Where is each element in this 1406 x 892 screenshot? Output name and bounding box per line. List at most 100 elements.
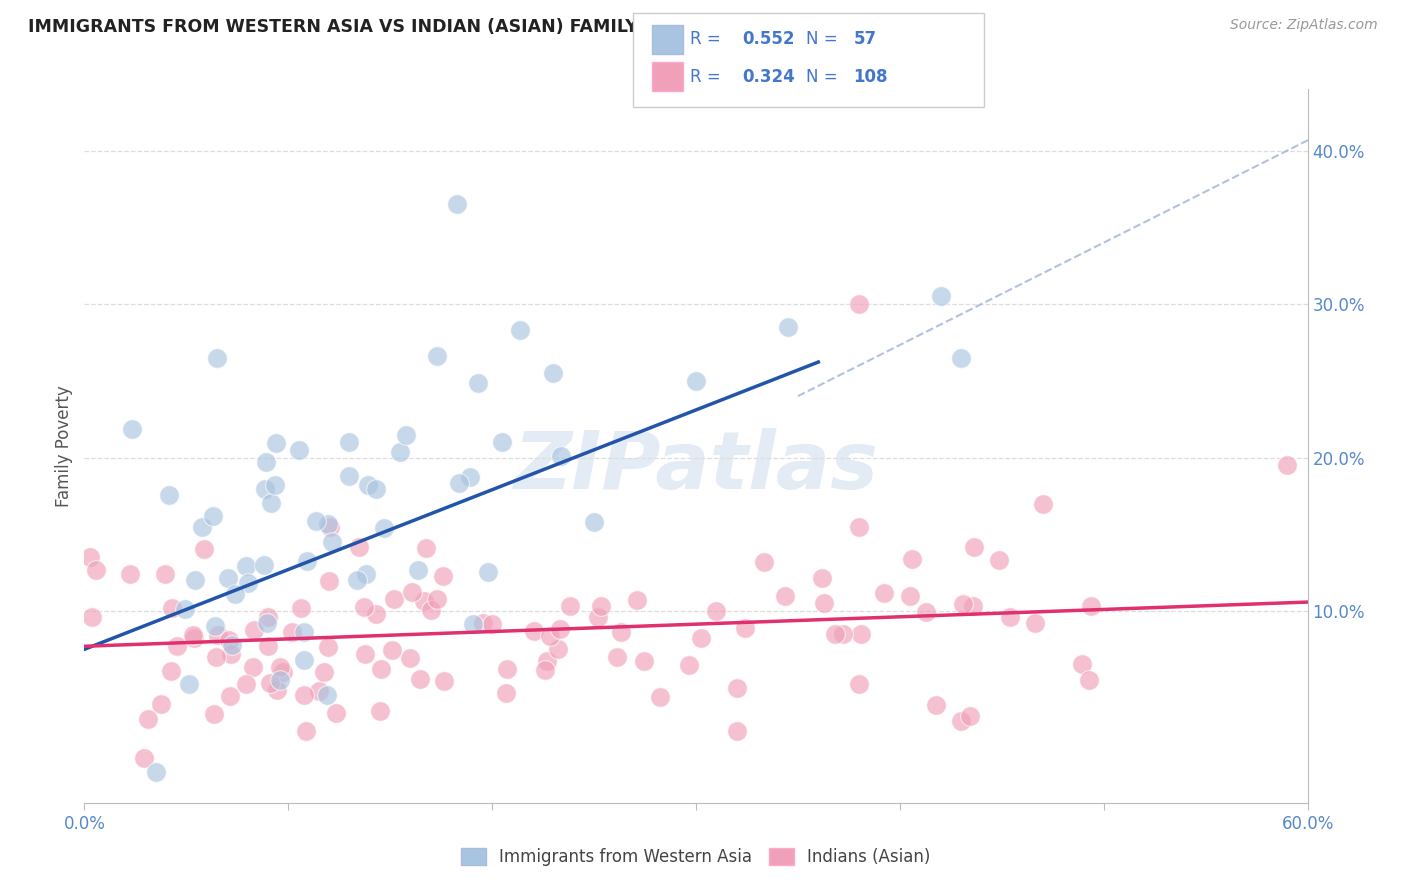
Text: ZIPatlas: ZIPatlas: [513, 428, 879, 507]
Point: [271, 665, 294, 680]
Point: [159, 665, 181, 679]
Point: [901, 551, 924, 566]
Point: [678, 657, 700, 672]
Point: [426, 349, 449, 363]
Point: [316, 516, 339, 531]
Point: [370, 662, 392, 676]
Point: [472, 616, 495, 631]
Point: [810, 571, 832, 585]
Point: [269, 660, 291, 674]
Point: [558, 599, 581, 613]
Text: IMMIGRANTS FROM WESTERN ASIA VS INDIAN (ASIAN) FAMILY POVERTY CORRELATION CHART: IMMIGRANTS FROM WESTERN ASIA VS INDIAN (…: [28, 18, 948, 36]
Point: [626, 593, 648, 607]
Point: [243, 623, 266, 637]
Point: [534, 663, 557, 677]
Point: [872, 585, 894, 599]
Point: [174, 601, 197, 615]
Point: [1078, 673, 1101, 687]
Point: [538, 629, 561, 643]
Point: [266, 682, 288, 697]
Point: [582, 515, 605, 529]
Point: [773, 589, 796, 603]
Point: [929, 289, 952, 303]
Point: [547, 642, 569, 657]
Point: [491, 435, 513, 450]
Point: [337, 468, 360, 483]
Point: [589, 599, 612, 613]
Point: [548, 623, 571, 637]
Point: [406, 563, 429, 577]
Point: [963, 540, 986, 554]
Point: [952, 597, 974, 611]
Point: [288, 443, 311, 458]
Point: [256, 615, 278, 630]
Point: [477, 565, 499, 579]
Point: [1071, 657, 1094, 671]
Point: [950, 714, 973, 729]
Point: [426, 591, 449, 606]
Point: [409, 673, 432, 687]
Point: [319, 520, 342, 534]
Point: [205, 351, 228, 365]
Point: [292, 624, 315, 639]
Point: [368, 704, 391, 718]
Point: [79, 550, 101, 565]
Point: [281, 625, 304, 640]
Point: [550, 449, 572, 463]
Point: [401, 585, 423, 599]
Point: [495, 686, 517, 700]
Point: [950, 351, 973, 365]
Point: [264, 435, 287, 450]
Point: [813, 596, 835, 610]
Point: [339, 435, 361, 450]
Point: [219, 647, 242, 661]
Point: [235, 676, 257, 690]
Point: [132, 751, 155, 765]
Point: [160, 601, 183, 615]
Point: [314, 665, 336, 679]
Point: [354, 567, 377, 582]
Point: [145, 765, 167, 780]
Text: 57: 57: [853, 30, 876, 48]
Point: [458, 469, 481, 483]
Point: [207, 628, 229, 642]
Point: [959, 709, 981, 723]
Point: [183, 631, 205, 645]
Point: [588, 610, 610, 624]
Point: [120, 566, 142, 581]
Point: [399, 651, 422, 665]
Point: [257, 610, 280, 624]
Point: [650, 690, 672, 705]
Point: [292, 689, 315, 703]
Point: [252, 558, 274, 573]
Text: N =: N =: [806, 68, 842, 86]
Point: [395, 428, 418, 442]
Point: [962, 599, 984, 613]
Point: [382, 592, 405, 607]
Point: [221, 638, 243, 652]
Point: [318, 640, 340, 655]
Point: [373, 521, 395, 535]
Point: [364, 607, 387, 622]
Point: [925, 698, 948, 712]
Point: [254, 482, 277, 496]
Point: [509, 323, 531, 337]
Point: [349, 540, 371, 554]
Point: [242, 660, 264, 674]
Point: [136, 712, 159, 726]
Point: [259, 675, 281, 690]
Point: [849, 627, 872, 641]
Point: [776, 320, 799, 334]
Point: [461, 617, 484, 632]
Point: [848, 677, 870, 691]
Point: [217, 571, 239, 585]
Point: [420, 603, 443, 617]
Point: [254, 455, 277, 469]
Point: [157, 488, 180, 502]
Point: [988, 552, 1011, 566]
Point: [364, 482, 387, 496]
Point: [236, 576, 259, 591]
Point: [294, 653, 316, 667]
Point: [260, 496, 283, 510]
Point: [256, 639, 278, 653]
